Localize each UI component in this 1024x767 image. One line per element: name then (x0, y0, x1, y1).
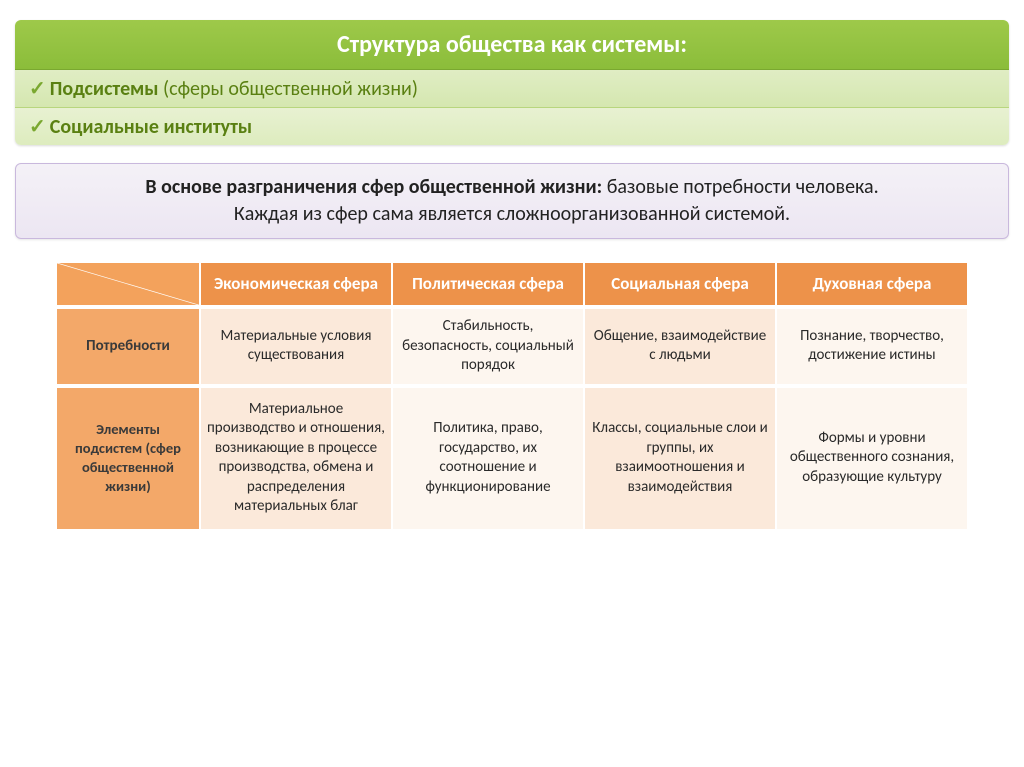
info-line2: Каждая из сфер сама является сложноорган… (34, 201, 990, 228)
cell-elements-social: Классы, социальные слои и группы, их вза… (585, 388, 775, 529)
table-row: Элементы подсистем (сфер общественной жи… (57, 388, 967, 529)
check-icon: ✓ (29, 115, 46, 139)
spheres-table-wrap: Экономическая сфера Политическая сфера С… (15, 259, 1009, 533)
table-row: Потребности Материальные условия существ… (57, 309, 967, 384)
corner-cell (57, 263, 199, 305)
subsystem-bold: Подсистемы (50, 77, 159, 101)
cell-needs-political: Стабильность, безопасность, социальный п… (393, 309, 583, 384)
row-elements: Элементы подсистем (сфер общественной жи… (57, 388, 199, 529)
spheres-table: Экономическая сфера Политическая сфера С… (55, 259, 969, 533)
col-social: Социальная сфера (585, 263, 775, 305)
cell-needs-economic: Материальные условия существования (201, 309, 391, 384)
header-block: Структура общества как системы: ✓Подсист… (15, 20, 1009, 145)
cell-elements-economic: Материальное производство и отношения, в… (201, 388, 391, 529)
info-line1-bold: В основе разграничения сфер общественной… (145, 175, 602, 199)
col-economic: Экономическая сфера (201, 263, 391, 305)
info-line1-rest: базовые потребности человека. (602, 175, 878, 199)
table-header-row: Экономическая сфера Политическая сфера С… (57, 263, 967, 305)
cell-needs-spiritual: Познание, творчество, достижение истины (777, 309, 967, 384)
row-needs: Потребности (57, 309, 199, 384)
col-spiritual: Духовная сфера (777, 263, 967, 305)
info-bar: В основе разграничения сфер общественной… (15, 163, 1009, 239)
col-political: Политическая сфера (393, 263, 583, 305)
subsystem-row: ✓Подсистемы (сферы общественной жизни) (15, 70, 1009, 108)
main-title: Структура общества как системы: (15, 20, 1009, 70)
institutes-row: ✓Социальные институты (15, 108, 1009, 145)
cell-elements-political: Политика, право, государство, их соотнош… (393, 388, 583, 529)
institutes-text: Социальные институты (50, 115, 252, 139)
subsystem-rest: (сферы общественной жизни) (159, 77, 418, 101)
check-icon: ✓ (29, 77, 46, 101)
cell-needs-social: Общение, взаимодействие с людьми (585, 309, 775, 384)
cell-elements-spiritual: Формы и уровни общественного сознания, о… (777, 388, 967, 529)
